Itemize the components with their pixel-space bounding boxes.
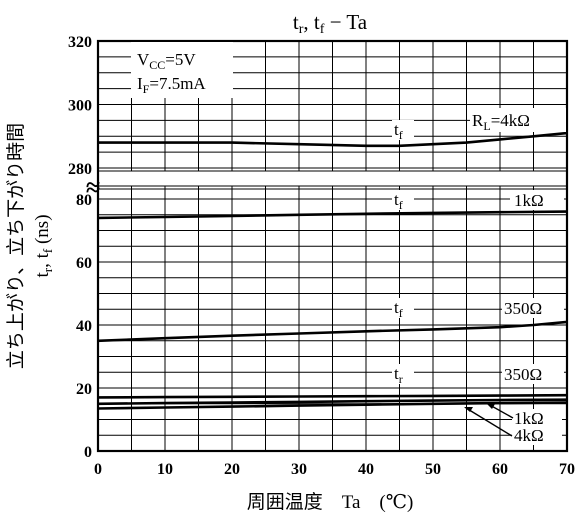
axis-break-mark: ≈ — [86, 173, 100, 202]
y-tick-label: 300 — [68, 98, 92, 115]
arrowhead-1k — [486, 403, 495, 409]
y-tick-label: 20 — [76, 381, 92, 398]
series-line-tr_4k — [97, 401, 568, 410]
y-tick-label: 40 — [76, 318, 92, 335]
label-rl-4k: RL=4kΩ — [472, 111, 530, 133]
y-tick-labels: 0 20 40 60 80 280 300 320 — [68, 34, 92, 461]
arrow-4k — [465, 407, 513, 437]
label-tr-4k: 4kΩ — [514, 426, 544, 445]
series-line-tr_1k — [97, 398, 568, 406]
label-tf-1k: tf — [394, 190, 403, 212]
condition-if: IF=7.5mA — [137, 74, 206, 96]
series-line-tf_4k — [98, 131, 568, 148]
y-tick-label: 280 — [68, 161, 92, 178]
grid — [97, 40, 568, 452]
y-tick-label: 0 — [84, 444, 92, 461]
x-tick-label: 20 — [224, 461, 240, 478]
plot-frame — [96, 39, 569, 453]
label-tr-350: tr — [394, 364, 403, 386]
series-line-tr_350 — [97, 393, 568, 399]
x-tick-label: 0 — [94, 461, 102, 478]
series-labels: RL=4kΩ tf tf 1kΩ tf 350Ω tr 350Ω 1kΩ 4kΩ — [392, 108, 566, 445]
y-axis-label-2: tr, tf (ns) — [32, 214, 55, 277]
x-tick-label: 50 — [425, 461, 441, 478]
x-tick-label: 70 — [559, 461, 575, 478]
y-tick-label: 320 — [68, 34, 92, 51]
x-tick-labels: 0 10 20 30 40 50 60 70 — [94, 461, 575, 478]
series-line-tf_1k — [97, 210, 568, 220]
x-tick-label: 30 — [291, 461, 307, 478]
series-line-tf_350 — [97, 320, 568, 343]
y-axis-label: 立ち上がり、立ち下がり時間 — [5, 123, 27, 369]
label-350-tr: 350Ω — [504, 365, 542, 384]
series-group — [97, 131, 568, 410]
arrowhead-4k — [464, 407, 473, 412]
x-tick-label: 60 — [492, 461, 508, 478]
x-tick-label: 40 — [358, 461, 374, 478]
y-tick-label: 60 — [76, 255, 92, 272]
x-tick-label: 10 — [157, 461, 173, 478]
x-axis-label: 周囲温度 Ta (℃) — [247, 491, 414, 513]
chart-title: tr, tf − Ta — [293, 10, 368, 37]
label-tr-1k: 1kΩ — [514, 409, 544, 428]
y-tick-label: 80 — [76, 192, 92, 209]
label-tf-350: tf — [394, 298, 403, 320]
conditions-box — [131, 42, 233, 98]
label-tf-4k: tf — [394, 120, 403, 142]
axis-break-band — [99, 171, 566, 186]
label-350-tf: 350Ω — [504, 299, 542, 318]
label-1k: 1kΩ — [514, 191, 544, 210]
condition-vcc: VCC=5V — [137, 50, 196, 72]
